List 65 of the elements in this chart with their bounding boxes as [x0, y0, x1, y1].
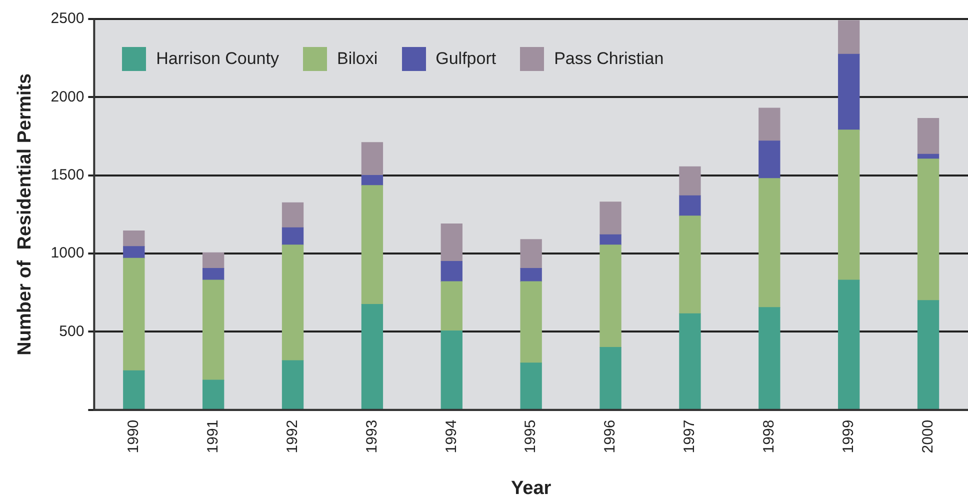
legend-label: Harrison County [156, 49, 279, 69]
bar [282, 202, 304, 228]
x-tick-label: 1996 [602, 420, 619, 454]
bar [758, 178, 780, 308]
x-tick-label: 2000 [919, 420, 936, 454]
bar [600, 234, 622, 246]
bar [361, 304, 384, 410]
bar [440, 281, 462, 332]
bar [520, 281, 542, 364]
bar [520, 239, 542, 269]
bar [123, 230, 145, 247]
bar [520, 362, 542, 410]
bar [679, 216, 701, 314]
x-tick-label: 1993 [363, 420, 380, 454]
bar [202, 280, 224, 380]
bar [917, 300, 940, 410]
x-tick-label: 1990 [125, 420, 142, 454]
bar [917, 158, 940, 301]
bar [600, 346, 622, 410]
x-tick-label: 1997 [681, 420, 698, 454]
bar [123, 246, 145, 259]
x-tick-label: 1995 [522, 420, 540, 454]
y-tick-label: 1500 [50, 166, 84, 184]
bar [361, 185, 384, 305]
bar [123, 370, 145, 410]
bar [440, 223, 462, 262]
legend-label: Biloxi [336, 49, 378, 69]
bar [600, 244, 622, 348]
bar [123, 258, 145, 372]
bar [282, 360, 304, 410]
y-axis-title: Number of Residential Permits [14, 73, 36, 356]
bar [600, 202, 622, 236]
y-tick-label: 500 [59, 322, 84, 340]
y-tick-label: 2500 [50, 10, 84, 28]
bar [838, 130, 860, 280]
bar [758, 108, 780, 142]
y-tick-label: 1000 [50, 244, 84, 262]
bar [679, 313, 701, 410]
x-tick-label: 1998 [760, 420, 778, 454]
x-axis-title: Year [511, 478, 552, 499]
bar [758, 140, 780, 179]
bar [282, 227, 304, 246]
bar [202, 268, 224, 280]
bar [838, 20, 860, 55]
bar [679, 166, 701, 196]
bar [917, 118, 940, 155]
bar [758, 307, 780, 410]
bar [679, 195, 701, 216]
bar [440, 330, 462, 410]
x-tick-label: 1994 [442, 420, 460, 454]
x-tick-label: 1999 [840, 420, 857, 454]
bar [202, 252, 224, 269]
x-tick-label: 1992 [284, 420, 301, 454]
bar [361, 175, 384, 186]
bar [282, 244, 304, 361]
bar [202, 380, 224, 410]
bar [440, 260, 462, 282]
legend-label: Pass Christian [554, 49, 664, 69]
bar [838, 54, 860, 130]
bar [838, 280, 860, 410]
legend-label: Gulfport [436, 49, 496, 69]
bar [520, 268, 542, 282]
x-tick-label: 1991 [204, 420, 222, 454]
bar [361, 142, 384, 176]
y-tick-label: 2000 [50, 88, 84, 106]
